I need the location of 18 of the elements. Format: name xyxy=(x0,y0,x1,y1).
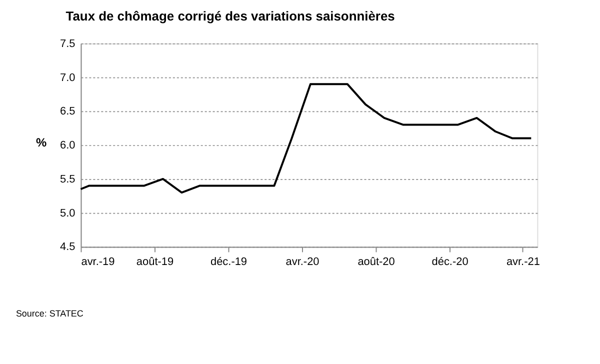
chart-title: Taux de chômage corrigé des variations saisonnières xyxy=(66,8,395,24)
y-axis-title: % xyxy=(36,136,48,150)
line-series xyxy=(80,83,532,194)
y-tick-label: 6.0 xyxy=(60,140,76,152)
y-tick-label: 5.5 xyxy=(60,173,76,186)
source-note: Source: STATEC xyxy=(16,308,84,318)
y-tick-label: 6.5 xyxy=(60,106,76,118)
y-tick-label: 4.5 xyxy=(60,241,76,254)
y-tick-label: 7.0 xyxy=(60,72,76,84)
x-tick-label: août-19 xyxy=(136,256,174,268)
x-tick-label: déc.-19 xyxy=(210,256,248,268)
x-tick-label: déc.-20 xyxy=(432,256,468,268)
x-tick-label: avr.-20 xyxy=(286,256,320,268)
y-tick-label: 7.5 xyxy=(60,38,76,50)
x-tick-label: avr.-19 xyxy=(81,256,115,268)
y-tick-label: 5.0 xyxy=(60,207,76,220)
x-tick-label: avr.-21 xyxy=(506,256,540,268)
x-tick-label: août-20 xyxy=(358,256,395,268)
